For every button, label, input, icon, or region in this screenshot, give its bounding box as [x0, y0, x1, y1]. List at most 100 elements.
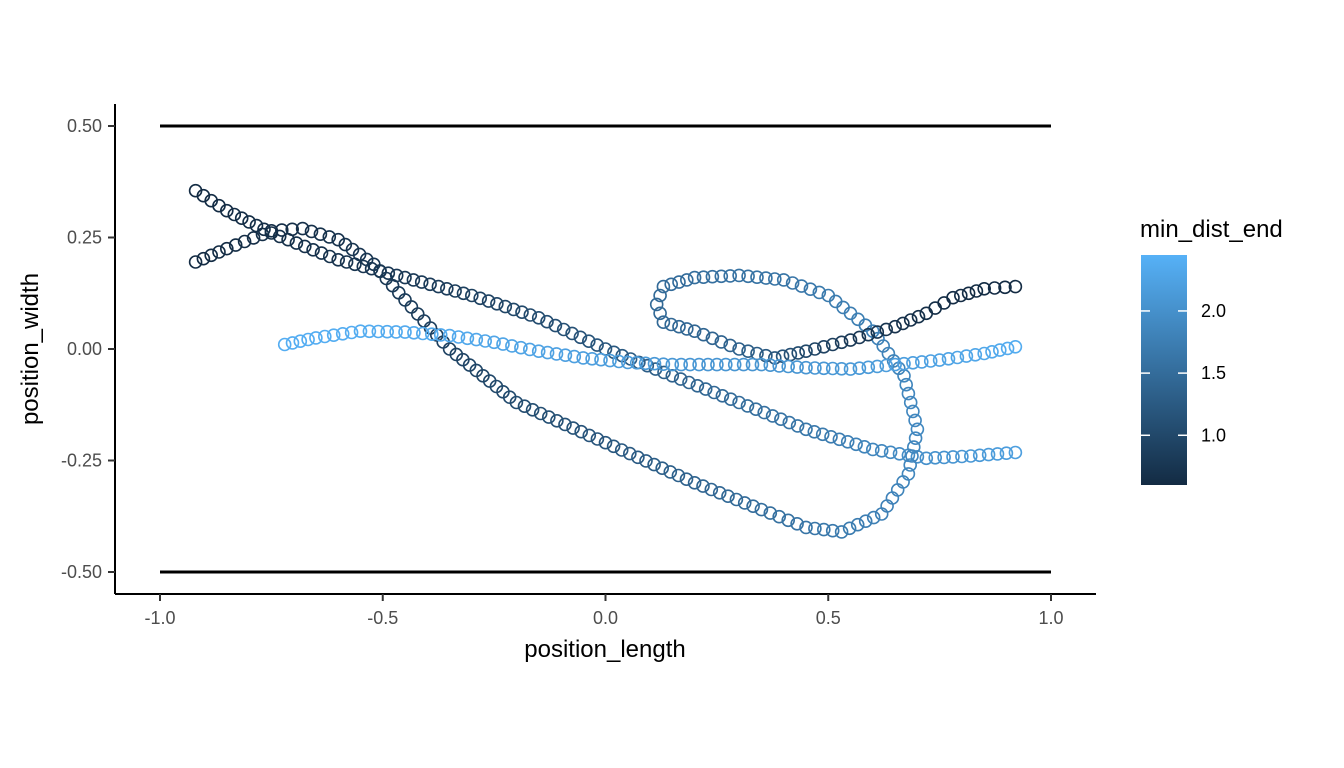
data-point: [631, 450, 645, 465]
data-point: [541, 410, 556, 424]
x-tick-label: 0.0: [593, 608, 618, 628]
data-point: [629, 355, 644, 370]
data-point: [781, 513, 796, 528]
data-point: [356, 259, 371, 274]
data-point: [304, 224, 319, 239]
data-point: [385, 278, 400, 293]
legend-title: min_dist_end: [1140, 216, 1283, 243]
data-point: [843, 362, 858, 376]
data-point: [772, 509, 787, 524]
data-point: [196, 251, 211, 266]
data-point: [992, 343, 1007, 357]
data-point: [655, 461, 670, 476]
data-point: [910, 449, 925, 464]
y-tick-label: 0.50: [67, 116, 102, 136]
data-point: [803, 282, 818, 297]
data-point: [745, 357, 760, 372]
data-point: [969, 284, 984, 298]
data-point: [723, 338, 738, 353]
data-point: [910, 422, 925, 437]
data-point: [727, 357, 742, 372]
colorbar-tick-label: 1.5: [1201, 363, 1226, 383]
data-point: [371, 324, 386, 339]
data-point: [460, 331, 475, 346]
data-point: [928, 450, 943, 465]
data-point: [295, 221, 310, 236]
data-point: [732, 395, 746, 410]
data-point: [548, 318, 563, 333]
data-point: [799, 520, 813, 535]
data-point: [824, 429, 838, 444]
data-point: [1008, 445, 1023, 460]
data-point: [359, 252, 374, 267]
data-point: [531, 310, 546, 325]
data-point: [816, 339, 831, 354]
y-tick-label: 0.25: [67, 228, 102, 248]
data-point: [825, 337, 840, 352]
x-tick-label: 1.0: [1038, 608, 1063, 628]
data-point: [647, 356, 662, 371]
data-point: [664, 277, 679, 292]
data-point: [858, 514, 873, 529]
data-point: [715, 388, 730, 403]
data-point: [373, 264, 387, 279]
data-point: [763, 358, 778, 373]
data-point: [598, 435, 613, 450]
data-point: [404, 300, 419, 314]
data-point: [852, 361, 867, 376]
data-point: [857, 439, 872, 454]
data-point: [567, 349, 582, 364]
data-point: [1008, 339, 1023, 354]
data-point: [285, 336, 300, 350]
data-point: [362, 324, 377, 339]
colorbar-tick-label: 2.0: [1201, 301, 1226, 321]
data-point: [750, 270, 764, 285]
data-point: [306, 243, 320, 257]
data-point: [672, 275, 686, 289]
y-axis-title: position_width: [17, 273, 44, 425]
data-point: [505, 339, 519, 353]
y-tick-label: 0.00: [67, 339, 102, 359]
data-point: [612, 354, 626, 369]
data-point: [870, 325, 885, 339]
data-points: [188, 183, 1023, 539]
data-point: [212, 245, 226, 259]
data-point: [961, 286, 976, 301]
data-point: [901, 467, 916, 481]
x-axis-ticks: -1.0 -0.5 0.0 0.5 1.0: [144, 594, 1064, 628]
x-tick-label: -0.5: [367, 608, 398, 628]
data-point: [808, 521, 822, 536]
data-point: [423, 277, 437, 292]
data-point: [525, 402, 540, 417]
data-point: [556, 322, 571, 337]
data-point: [1000, 341, 1015, 356]
data-point: [687, 324, 702, 339]
data-point: [999, 446, 1014, 461]
data-point: [799, 360, 813, 375]
data-point: [723, 269, 738, 283]
data-point: [326, 328, 341, 343]
data-point: [496, 337, 510, 351]
data-point: [301, 332, 315, 347]
data-point: [790, 419, 805, 433]
data-point: [879, 358, 894, 373]
data-point: [799, 422, 813, 437]
data-point: [531, 344, 546, 359]
data-point: [953, 288, 968, 303]
data-point: [585, 351, 599, 366]
data-point: [257, 222, 271, 237]
data-point: [656, 357, 671, 372]
data-point: [647, 457, 661, 472]
data-point: [754, 502, 769, 517]
data-point: [740, 399, 755, 413]
y-tick-label: -0.50: [61, 562, 102, 582]
data-point: [442, 328, 457, 343]
data-point: [746, 499, 760, 514]
data-point: [558, 348, 573, 363]
data-point: [741, 344, 755, 359]
data-point: [1008, 279, 1023, 294]
data-point: [903, 458, 918, 472]
data-point: [776, 273, 791, 287]
data-point: [380, 324, 395, 339]
data-point: [712, 485, 727, 500]
